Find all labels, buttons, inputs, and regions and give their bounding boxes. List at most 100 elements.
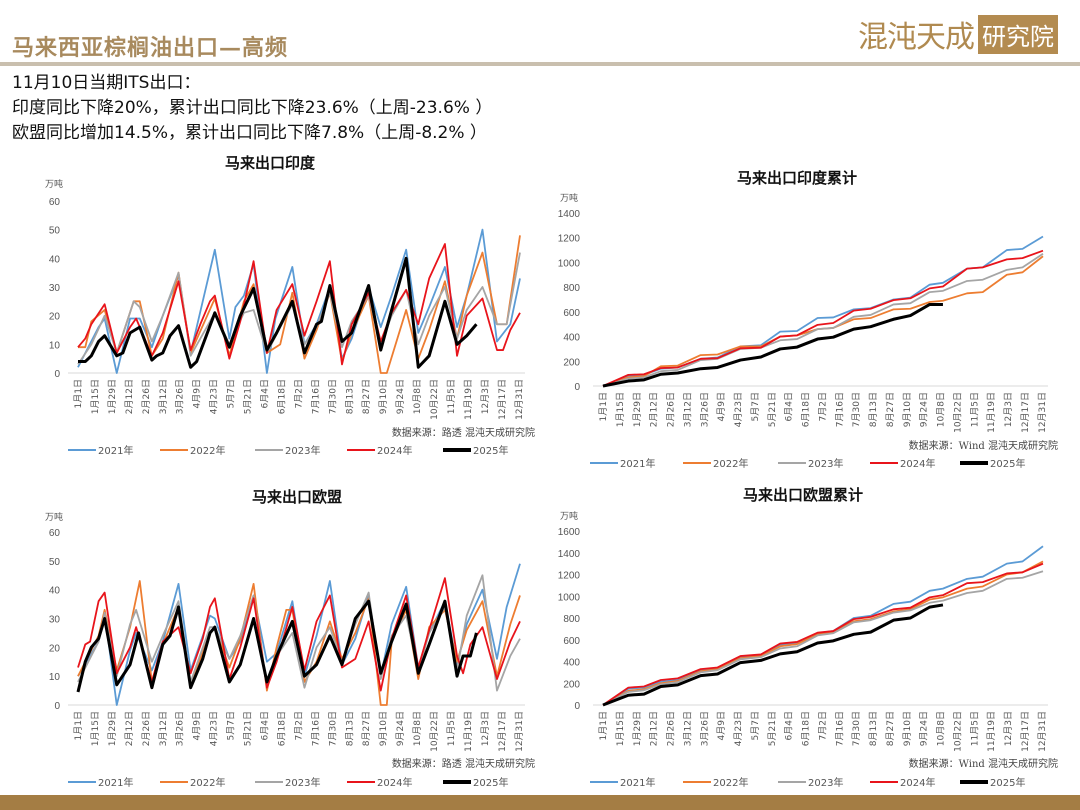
x-tick-label: 2月26日 (666, 711, 677, 746)
x-tick-label: 1月1日 (73, 379, 84, 408)
x-tick-label: 5月21日 (243, 711, 254, 746)
x-tick-label: 9月10日 (378, 711, 389, 746)
x-tick-label: 7月2日 (817, 392, 828, 421)
y-tick-label: 30 (49, 283, 61, 294)
x-tick-label: 3月26日 (175, 379, 186, 414)
legend-label: 2022年 (713, 457, 748, 470)
y-tick-label: 200 (563, 357, 580, 368)
x-tick-label: 7月30日 (327, 711, 338, 746)
x-tick-label: 11月19日 (463, 379, 474, 420)
x-tick-label: 12月17日 (1020, 392, 1031, 433)
x-tick-label: 6月4日 (259, 379, 270, 408)
x-tick-label: 1月29日 (107, 379, 118, 414)
x-tick-label: 10月22日 (952, 711, 963, 752)
x-tick-label: 4月23日 (733, 392, 744, 427)
x-tick-label: 10月22日 (429, 379, 440, 420)
x-tick-label: 11月5日 (969, 711, 980, 746)
x-tick-label: 2月12日 (124, 711, 135, 746)
series-line-2022 (602, 560, 1044, 706)
legend-label: 2025年 (473, 776, 508, 789)
x-tick-label: 4月9日 (192, 711, 203, 740)
x-tick-label: 10月22日 (429, 711, 440, 752)
x-tick-label: 4月23日 (733, 711, 744, 746)
legend-label: 2025年 (990, 457, 1025, 470)
x-tick-label: 7月30日 (851, 392, 862, 427)
y-tick-label: 1200 (558, 234, 581, 245)
y-axis-unit: 万吨 (560, 510, 578, 522)
x-tick-label: 3月12日 (158, 379, 169, 414)
x-tick-label: 12月17日 (1020, 711, 1031, 752)
legend-label: 2022年 (713, 776, 748, 789)
x-tick-label: 3月26日 (175, 711, 186, 746)
x-tick-label: 6月18日 (276, 711, 287, 746)
x-tick-label: 3月26日 (699, 392, 710, 427)
x-tick-label: 2月12日 (124, 379, 135, 414)
series-line-2025 (78, 256, 478, 369)
series-line-2025 (602, 302, 943, 388)
source-note: 数据来源：路透 混沌天成研究院 (392, 426, 535, 439)
x-tick-label: 8月13日 (868, 711, 879, 746)
y-tick-label: 10 (49, 340, 61, 351)
x-tick-label: 7月2日 (293, 711, 304, 740)
series-line-2025 (76, 599, 478, 693)
x-tick-label: 2月26日 (666, 392, 677, 427)
series-line-2024 (602, 249, 1044, 387)
x-tick-label: 3月12日 (158, 711, 169, 746)
x-tick-label: 8月13日 (868, 392, 879, 427)
legend-label: 2023年 (285, 776, 320, 789)
x-tick-label: 12月31日 (1037, 711, 1048, 752)
series-line-2023 (602, 253, 1044, 387)
logo-text: 混沌天成 (858, 20, 975, 55)
y-tick-label: 50 (49, 557, 61, 568)
series-line-2021 (602, 235, 1044, 387)
summary-line-2: 印度同比下降20%，累计出口同比下降23.6%（上周-23.6% ） (12, 98, 493, 118)
x-tick-label: 2月26日 (141, 711, 152, 746)
x-tick-label: 1月15日 (90, 379, 101, 414)
x-tick-label: 7月16日 (310, 379, 321, 414)
x-tick-label: 12月31日 (514, 711, 525, 752)
y-tick-label: 60 (49, 197, 61, 208)
y-tick-label: 0 (574, 701, 580, 712)
series-line-2022 (602, 255, 1044, 387)
x-tick-label: 1月1日 (598, 711, 609, 740)
x-tick-label: 7月16日 (834, 711, 845, 746)
chart-title: 马来出口印度 (225, 154, 316, 172)
x-tick-label: 9月24日 (919, 711, 930, 746)
x-tick-label: 7月16日 (834, 392, 845, 427)
legend-label: 2024年 (377, 776, 412, 789)
y-axis-unit: 万吨 (560, 192, 578, 204)
x-tick-label: 5月21日 (243, 379, 254, 414)
y-tick-label: 20 (49, 312, 61, 323)
y-tick-label: 600 (563, 308, 580, 319)
x-tick-label: 12月3日 (1003, 711, 1014, 746)
x-tick-label: 12月31日 (1037, 392, 1048, 433)
legend-label: 2025年 (990, 776, 1025, 789)
x-tick-label: 2月12日 (649, 392, 660, 427)
y-axis-unit: 万吨 (45, 511, 63, 523)
y-tick-label: 1600 (558, 527, 581, 538)
x-tick-label: 1月29日 (632, 711, 643, 746)
y-tick-label: 400 (563, 658, 580, 669)
series-line-2025 (602, 603, 944, 707)
legend-label: 2024年 (900, 776, 935, 789)
x-tick-label: 11月19日 (463, 711, 474, 752)
x-tick-label: 5月7日 (750, 392, 761, 421)
legend-label: 2022年 (190, 776, 225, 789)
legend-label: 2023年 (808, 776, 843, 789)
x-tick-label: 9月10日 (902, 392, 913, 427)
y-tick-label: 1200 (558, 571, 581, 582)
y-tick-label: 0 (574, 382, 580, 393)
x-tick-label: 11月5日 (446, 711, 457, 746)
x-tick-label: 12月3日 (1003, 392, 1014, 427)
x-tick-label: 7月2日 (293, 379, 304, 408)
x-tick-label: 3月12日 (682, 711, 693, 746)
logo-badge: 研究院 (978, 14, 1058, 54)
y-tick-label: 20 (49, 643, 61, 654)
x-tick-label: 11月5日 (969, 392, 980, 427)
legend-label: 2023年 (808, 457, 843, 470)
x-tick-label: 4月23日 (209, 379, 220, 414)
